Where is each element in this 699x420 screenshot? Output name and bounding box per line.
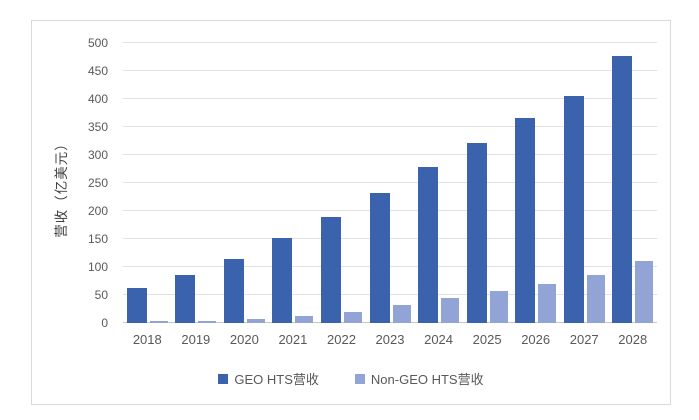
gridline [123,294,657,295]
x-axis-label: 2018 [132,332,162,347]
x-axis-label: 2028 [618,332,648,347]
bar-geo-hts-2018 [126,288,147,323]
bar-non-geo-hts-2018 [149,321,168,323]
bar-group-2025 [463,43,512,323]
x-axis-label: 2024 [424,332,454,347]
legend-label-geo-hts: GEO HTS营收 [234,372,319,387]
bar-non-geo-hts-2028 [635,261,654,323]
bar-geo-hts-2022 [320,217,341,323]
gridline [123,210,657,211]
bar-group-2020 [220,43,269,323]
gridline [123,154,657,155]
legend-item-non-geo-hts: Non-GEO HTS营收 [354,369,484,388]
bar-group-2026 [511,43,560,323]
bar-geo-hts-2026 [515,118,536,323]
bar-non-geo-hts-2022 [343,312,362,323]
bar-geo-hts-2025 [466,142,487,323]
y-tick-label: 250 [87,176,108,190]
gridline [123,70,657,71]
bar-group-2023 [366,43,415,323]
gridline [123,126,657,127]
y-tick-label: 400 [87,92,108,106]
bar-group-2022 [317,43,366,323]
y-tick-label: 50 [94,288,108,302]
bar-group-2024 [414,43,463,323]
x-axis-label: 2021 [278,332,308,347]
bar-group-2027 [560,43,609,323]
bar-group-2019 [172,43,221,323]
bar-groups [123,43,657,323]
legend-swatch-non-geo-hts [354,373,365,384]
bar-non-geo-hts-2027 [586,274,605,323]
bar-non-geo-hts-2019 [198,320,217,323]
chart-frame: 营收（亿美元） 0 50 100 150 200 250 300 350 400 450 500 2… [31,20,671,405]
gridline [123,42,657,43]
bar-geo-hts-2021 [272,238,293,323]
y-tick-label: 200 [87,204,108,218]
y-tick-label: 300 [87,148,108,162]
bar-group-2028 [608,43,657,323]
y-tick-label: 150 [87,232,108,246]
legend-swatch-geo-hts [218,373,229,384]
gridline [123,266,657,267]
x-axis-label: 2019 [181,332,211,347]
bar-geo-hts-2023 [369,193,390,323]
legend-label-non-geo-hts: Non-GEO HTS营收 [370,372,484,387]
bar-group-2021 [269,43,318,323]
plot-area [123,42,657,323]
y-tick-label: 0 [101,316,108,330]
bar-non-geo-hts-2020 [246,318,265,323]
bar-group-2018 [123,43,172,323]
bar-geo-hts-2028 [612,56,633,323]
y-tick-label: 450 [87,64,108,78]
x-axis-label: 2023 [375,332,405,347]
bar-geo-hts-2020 [223,258,244,323]
bar-non-geo-hts-2023 [392,304,411,323]
y-tick-label: 100 [87,260,108,274]
bar-non-geo-hts-2024 [441,297,460,323]
bar-geo-hts-2019 [175,275,196,323]
y-tick-label: 350 [87,120,108,134]
legend: GEO HTS营收 Non-GEO HTS营收 [32,369,670,388]
bar-geo-hts-2027 [563,95,584,323]
gridline [123,98,657,99]
gridline [123,182,657,183]
x-axis-label: 2020 [229,332,259,347]
x-axis-line [123,322,657,323]
x-axis-labels: 2018 2019 2020 2021 2022 2023 2024 2025 2026 2027… [123,332,657,347]
x-axis-label: 2025 [472,332,502,347]
bar-non-geo-hts-2026 [538,283,557,323]
y-axis-tick-labels: 0 50 100 150 200 250 300 350 400 450 500 [32,36,108,330]
y-tick-label: 500 [87,36,108,50]
bar-non-geo-hts-2025 [489,291,508,323]
x-axis-label: 2026 [521,332,551,347]
bar-geo-hts-2024 [418,167,439,323]
x-axis-label: 2022 [327,332,356,347]
x-axis-label: 2027 [569,332,599,347]
gridline [123,238,657,239]
bar-non-geo-hts-2021 [295,315,314,323]
legend-item-geo-hts: GEO HTS营收 [218,369,319,388]
